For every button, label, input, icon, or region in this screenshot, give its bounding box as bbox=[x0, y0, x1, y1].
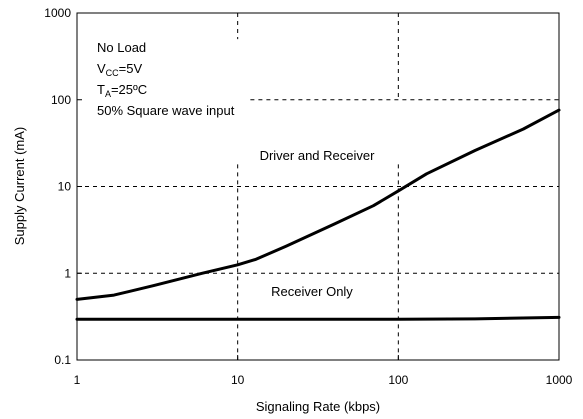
x-tick-label: 100 bbox=[388, 373, 408, 387]
y-tick-label: 1 bbox=[64, 266, 71, 280]
y-tick-label: 10 bbox=[58, 180, 72, 194]
series-label-receiver-only: Receiver Only bbox=[271, 284, 353, 299]
x-tick-label: 1000 bbox=[546, 373, 573, 387]
y-axis-label: Supply Current (mA) bbox=[12, 127, 27, 245]
x-tick-labels: 1 10 100 1000 bbox=[74, 373, 573, 387]
x-tick-label: 10 bbox=[231, 373, 245, 387]
condition-note: TA=25ºC bbox=[97, 82, 147, 99]
series-line-driver-and-receiver bbox=[75, 108, 561, 301]
condition-note: No Load bbox=[97, 40, 146, 55]
y-tick-label: 1000 bbox=[44, 6, 71, 20]
series-lines bbox=[75, 108, 561, 321]
y-tick-labels: 0.1 1 10 100 1000 bbox=[44, 6, 71, 367]
condition-notes: No Load VCC=5V TA=25ºC 50% Square wave inpu… bbox=[97, 40, 235, 118]
series-label-driver-and-receiver: Driver and Receiver bbox=[260, 148, 376, 163]
y-tick-label: 0.1 bbox=[54, 353, 71, 367]
condition-note: VCC=5V bbox=[97, 61, 142, 78]
condition-note: 50% Square wave input bbox=[97, 103, 235, 118]
x-axis-label: Signaling Rate (kbps) bbox=[256, 399, 380, 414]
x-tick-label: 1 bbox=[74, 373, 81, 387]
grid-lines bbox=[77, 13, 559, 360]
y-tick-label: 100 bbox=[51, 93, 71, 107]
axis-ticks bbox=[76, 12, 560, 361]
series-line-receiver-only bbox=[75, 315, 561, 321]
